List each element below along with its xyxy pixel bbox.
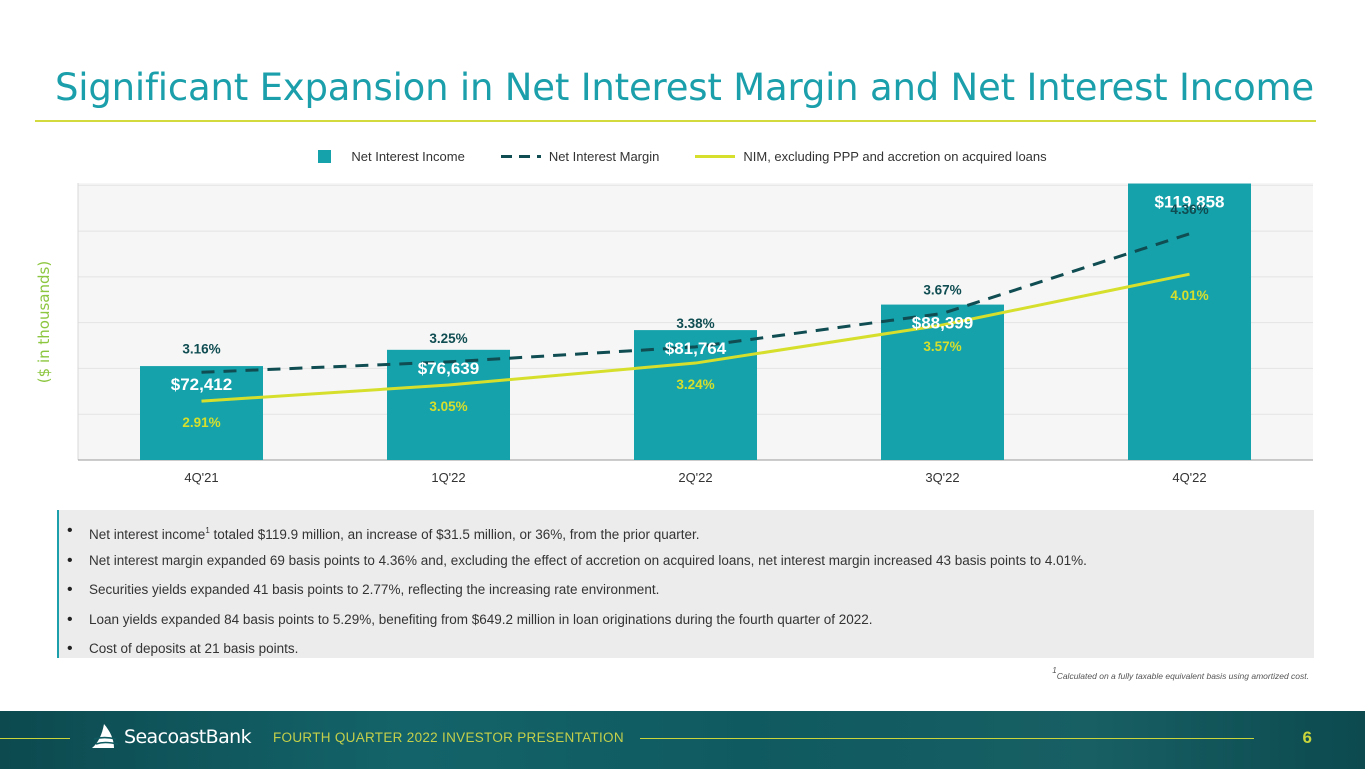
nim-data-label: 4.36% [1170,202,1208,217]
highlight-text: Net interest income [89,527,206,542]
highlight-text: Securities yields expanded 41 basis poin… [89,582,660,598]
presentation-caption: FOURTH QUARTER 2022 INVESTOR PRESENTATIO… [273,730,624,745]
legend-swatch-nii [318,150,332,163]
legend-label-nim: Net Interest Margin [548,149,660,164]
highlight-item: Net interest income1 totaled $119.9 mill… [67,516,1314,546]
bar-value-label: $119,858 [1155,193,1225,212]
bar-value-label: $81,764 [665,339,727,358]
nim-excl-data-label: 3.24% [676,377,714,392]
legend-swatch-nim-ex [695,155,736,158]
highlight-item: Securities yields expanded 41 basis poin… [67,575,1314,605]
x-tick-label: 4Q'21 [184,470,218,485]
bar-value-label: $76,639 [418,359,479,378]
logo-wordmark: SeacoastBank [124,726,252,748]
highlight-text: totaled $119.9 million, an increase of $… [209,527,700,542]
nim-excl-data-label: 3.57% [923,339,961,354]
bar-net-interest-income [387,349,510,460]
highlight-text: Loan yields expanded 84 basis points to … [89,611,873,627]
bar-value-label: $72,412 [171,375,232,394]
highlight-item: Cost of deposits at 21 basis points. [67,634,1314,664]
legend-label-nii: Net Interest Income [351,149,465,164]
sail-logo-icon [92,724,119,748]
nim-data-label: 3.25% [429,331,467,346]
legend-item-nim-ex: NIM, excluding PPP and accretion on acqu… [695,149,1047,164]
footnote-marker: 1 [205,526,210,535]
line-net-interest-margin [201,232,1190,374]
highlights-panel: Net interest income1 totaled $119.9 mill… [57,510,1314,664]
nim-excl-data-label: 3.05% [429,399,467,414]
highlight-text: Net interest margin expanded 69 basis po… [89,552,1087,568]
net-interest-chart: 4Q'21 1Q'22 2Q'22 3Q'22 4Q'22 $72,412 $76,639 $… [77,183,1313,485]
legend-item-nim: Net Interest Margin [500,149,660,164]
bar-net-interest-income [140,366,263,460]
nim-excl-data-label: 4.01% [1170,288,1208,303]
nim-excl-data-label: 2.91% [182,415,220,430]
highlights-list: Net interest income1 totaled $119.9 mill… [59,510,1314,664]
footnote-text: Calculated on a fully taxable equivalent… [1056,671,1309,681]
x-tick-label: 3Q'22 [925,470,959,485]
line-nim-excluding-ppp [201,272,1190,403]
x-tick-label: 4Q'22 [1172,470,1206,485]
footnote: 1Calculated on a fully taxable equivalen… [1052,666,1309,681]
nim-data-label: 3.67% [923,282,961,297]
x-tick-label: 1Q'22 [431,470,465,485]
page-title: Significant Expansion in Net Interest Ma… [55,66,1314,109]
nim-data-label: 3.38% [676,316,714,331]
legend-item-nii: Net Interest Income [318,149,465,164]
legend-label-nim-ex: NIM, excluding PPP and accretion on acqu… [743,149,1047,164]
bar-net-interest-income [634,330,757,460]
highlight-text: Cost of deposits at 21 basis points. [89,641,299,657]
highlight-item: Loan yields expanded 84 basis points to … [67,605,1314,635]
footnote-marker: 1 [1052,666,1057,675]
nim-data-label: 3.16% [182,341,220,356]
footer-rule-left [0,738,70,739]
legend-swatch-nim [500,155,541,158]
title-divider [35,120,1316,122]
bar-value-label: $88,399 [912,314,973,333]
footer-rule-right [640,738,1254,739]
highlight-item: Net interest margin expanded 69 basis po… [67,546,1314,576]
bar-net-interest-income [1128,183,1251,460]
seacoast-logo: SeacoastBank [90,723,252,751]
page-number: 6 [1302,728,1312,747]
footer-bar: SeacoastBank FOURTH QUARTER 2022 INVESTO… [0,711,1365,769]
chart-legend: Net Interest Income Net Interest Margin … [0,149,1365,164]
x-tick-label: 2Q'22 [678,470,712,485]
